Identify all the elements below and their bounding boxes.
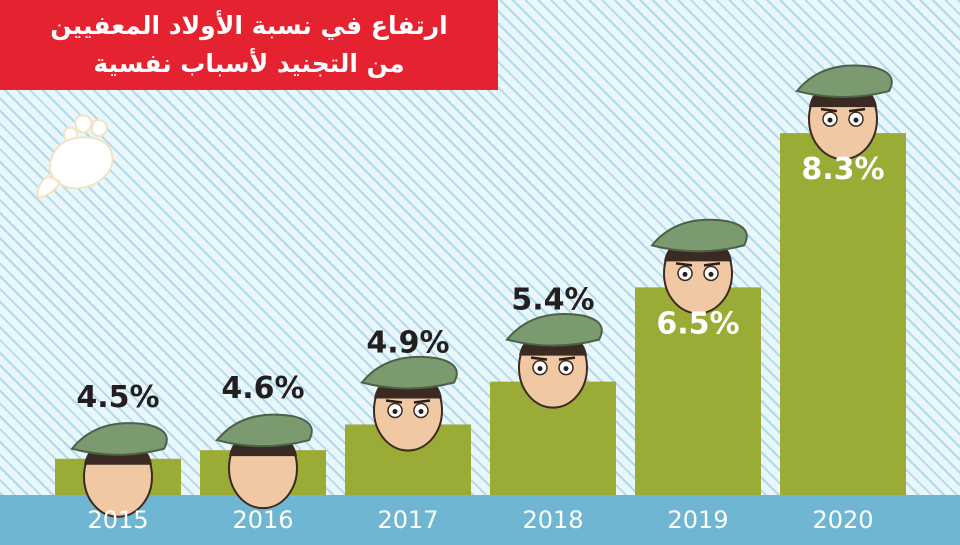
x-tick-label: 2017 <box>377 506 438 534</box>
x-tick-label: 2020 <box>812 506 873 534</box>
hand-logo-icon <box>36 114 114 200</box>
bar-value-label: 5.4% <box>511 283 594 318</box>
x-tick-label: 2016 <box>232 506 293 534</box>
soldier-face-icon <box>215 413 313 510</box>
bar <box>780 133 906 495</box>
bar-value-label: 6.5% <box>656 306 739 341</box>
soldier-face-icon <box>505 313 603 409</box>
bar <box>635 287 761 495</box>
soldier-face-icon <box>360 355 458 452</box>
x-tick-label: 2019 <box>667 506 728 534</box>
soldier-face-icon <box>795 64 893 161</box>
bar-value-label: 4.9% <box>366 325 449 360</box>
chart-title-line1: ارتفاع في نسبة الأولاد المعفيين <box>50 11 448 40</box>
soldier-face-icon <box>70 422 168 518</box>
chart-title-line2: من التجنيد لأسباب نفسية <box>93 49 405 78</box>
x-axis-band <box>0 495 960 545</box>
bar-value-label: 8.3% <box>801 152 884 187</box>
soldier-face-icon <box>650 218 748 315</box>
bar-value-label: 4.6% <box>221 371 304 406</box>
bar-value-label: 4.5% <box>76 380 159 415</box>
x-tick-label: 2015 <box>87 506 148 534</box>
x-tick-label: 2018 <box>522 506 583 534</box>
chart-title: ارتفاع في نسبة الأولاد المعفيين من التجن… <box>0 0 498 90</box>
